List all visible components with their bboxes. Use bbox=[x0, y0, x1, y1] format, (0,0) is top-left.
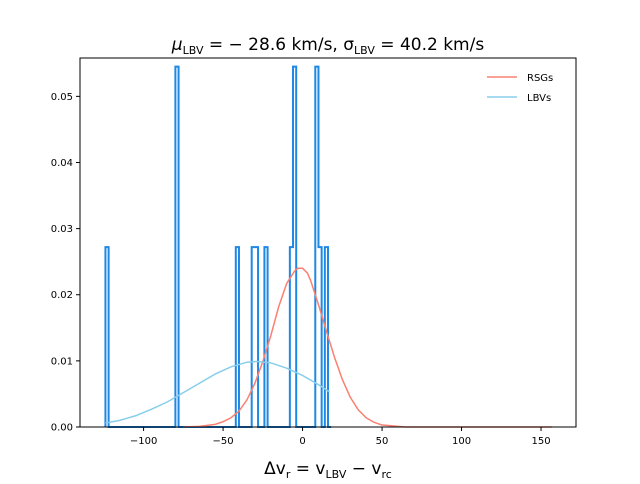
legend-label-rsgs: RSGs bbox=[527, 73, 553, 84]
x-tick-label: 0 bbox=[299, 436, 305, 447]
x-tick-label: 50 bbox=[376, 436, 389, 447]
y-tick-label: 0.01 bbox=[51, 356, 73, 367]
y-tick-label: 0.00 bbox=[51, 423, 73, 434]
x-axis: −100 −50 0 50 100 150 bbox=[130, 427, 551, 447]
y-axis: 0.00 0.01 0.02 0.03 0.04 0.05 bbox=[51, 92, 80, 434]
y-tick-label: 0.02 bbox=[51, 290, 73, 301]
x-tick-label: 100 bbox=[452, 436, 471, 447]
legend: RSGs LBVs bbox=[487, 73, 553, 104]
plot-area bbox=[104, 65, 553, 428]
y-tick-label: 0.05 bbox=[51, 92, 73, 103]
axes-frame bbox=[79, 57, 577, 428]
x-tick-label: 150 bbox=[531, 436, 550, 447]
x-axis-label: Δvr = vLBV − vrc bbox=[264, 459, 392, 480]
legend-label-lbvs: LBVs bbox=[527, 93, 551, 104]
series-line-lbvs bbox=[105, 360, 331, 424]
y-tick-label: 0.04 bbox=[51, 158, 73, 169]
x-tick-label: −100 bbox=[130, 436, 157, 447]
y-tick-label: 0.03 bbox=[51, 224, 73, 235]
x-tick-label: −50 bbox=[213, 436, 234, 447]
chart-title: μLBV = − 28.6 km/s, σLBV = 40.2 km/s bbox=[171, 35, 485, 57]
